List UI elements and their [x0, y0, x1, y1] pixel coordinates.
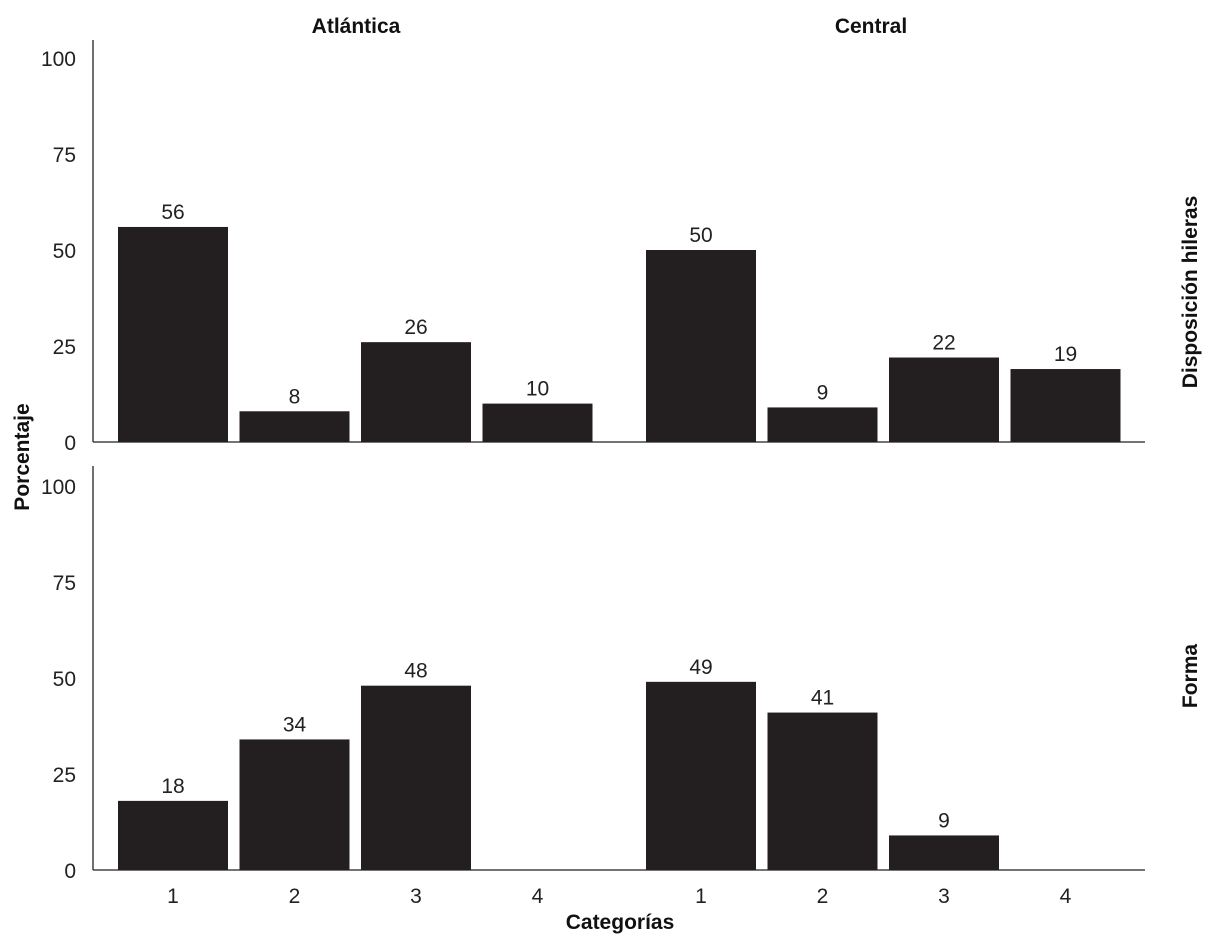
bar: [239, 411, 350, 442]
y-tick-label: 0: [64, 432, 76, 455]
y-tick-label: 100: [41, 476, 76, 499]
y-axis-title: Porcentaje: [11, 403, 34, 510]
bar-value-label: 10: [526, 378, 549, 401]
x-tick-label: 1: [695, 885, 707, 908]
x-tick-label: 2: [817, 885, 829, 908]
x-tick-label: 3: [938, 885, 950, 908]
bar-value-label: 22: [932, 332, 955, 355]
bar: [889, 835, 999, 870]
y-tick-label: 100: [41, 48, 76, 71]
y-tick-label: 25: [53, 764, 76, 787]
bar-value-label: 18: [161, 775, 184, 798]
bar: [767, 407, 878, 442]
bar-value-label: 9: [938, 809, 950, 832]
bar-value-label: 56: [161, 201, 184, 224]
bar-value-label: 48: [404, 660, 427, 683]
bar: [767, 712, 878, 870]
bar: [1010, 369, 1121, 442]
bar: [889, 357, 999, 442]
bar-value-label: 8: [289, 385, 301, 408]
x-tick-label: 1: [167, 885, 179, 908]
labels-layer: 0255075100025507510056826105092219183448…: [41, 48, 1077, 908]
bar-value-label: 34: [283, 713, 307, 736]
bar: [118, 800, 228, 870]
x-tick-label: 3: [410, 885, 422, 908]
y-tick-label: 50: [53, 668, 76, 691]
bar-value-label: 41: [811, 687, 834, 710]
bar-value-label: 26: [404, 316, 427, 339]
bar: [646, 250, 756, 442]
bar: [118, 226, 228, 442]
y-tick-label: 75: [53, 144, 76, 167]
bar: [646, 681, 756, 870]
x-tick-label: 4: [532, 885, 544, 908]
bar: [361, 342, 471, 442]
x-tick-label: 4: [1060, 885, 1072, 908]
bar: [482, 403, 593, 442]
bar: [361, 685, 471, 870]
facet-column-label-atlantica: Atlántica: [312, 15, 401, 38]
bar-value-label: 49: [689, 656, 712, 679]
y-tick-label: 50: [53, 240, 76, 263]
bars-layer: [118, 226, 1121, 870]
facet-row-label-disposicion: Disposición hileras: [1179, 196, 1202, 389]
bar-value-label: 9: [817, 381, 829, 404]
bar: [239, 739, 350, 870]
y-tick-label: 75: [53, 572, 76, 595]
bar-value-label: 19: [1054, 343, 1077, 366]
y-tick-label: 25: [53, 336, 76, 359]
x-axis-title: Categorías: [566, 911, 675, 934]
x-tick-label: 2: [289, 885, 301, 908]
facet-column-label-central: Central: [835, 15, 907, 38]
y-tick-label: 0: [64, 860, 76, 883]
bar-value-label: 50: [689, 224, 712, 247]
facet-row-label-forma: Forma: [1179, 644, 1202, 709]
